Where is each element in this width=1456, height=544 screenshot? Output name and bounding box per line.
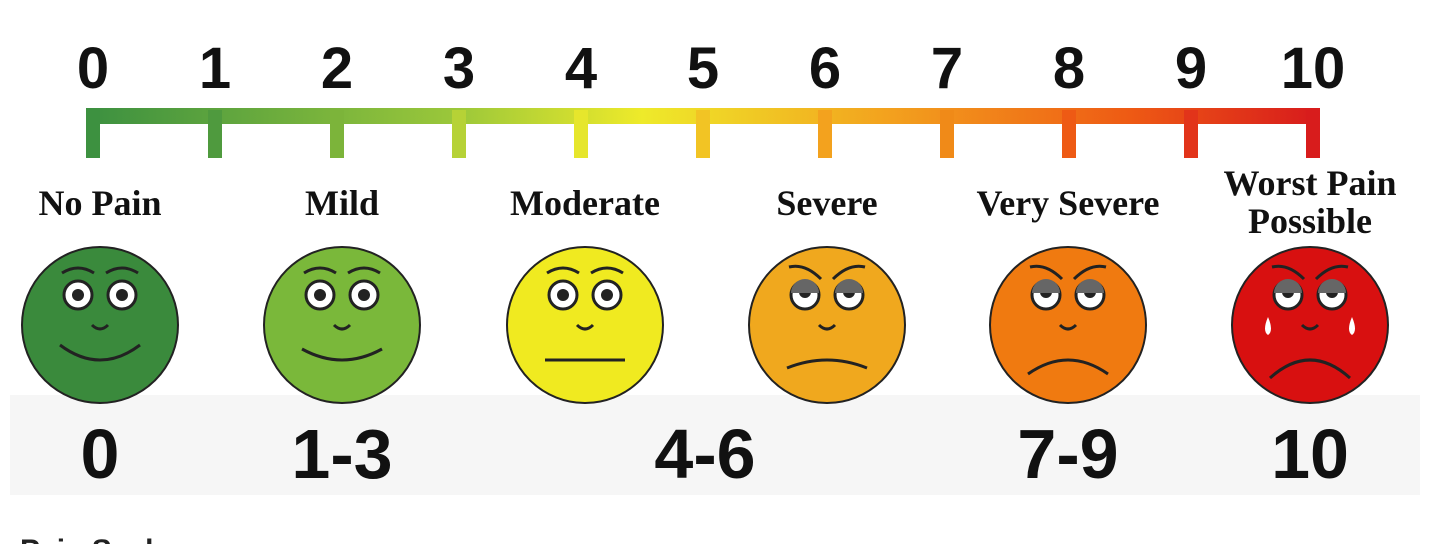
brow <box>1072 264 1107 281</box>
range-label: 4-6 <box>654 415 755 493</box>
brow <box>61 266 95 275</box>
scale-tick <box>86 110 100 158</box>
mouth <box>59 343 141 362</box>
face-circle <box>21 246 179 404</box>
pupil <box>72 289 84 301</box>
face-circle <box>748 246 906 404</box>
brow <box>105 266 139 275</box>
eyelid <box>835 279 863 293</box>
eyelid <box>1032 279 1060 293</box>
pupil <box>314 289 326 301</box>
mouth <box>1027 358 1109 376</box>
nose <box>90 323 110 331</box>
brow <box>347 266 381 275</box>
brow <box>788 264 823 281</box>
face-label: Possible <box>1248 201 1372 241</box>
tear <box>1265 317 1271 335</box>
scale-number: 5 <box>687 36 719 101</box>
mouth <box>1268 358 1352 380</box>
brow <box>303 266 337 275</box>
scale-tick <box>1062 110 1076 158</box>
face <box>989 246 1147 404</box>
scale-number: 2 <box>321 36 353 101</box>
eyelid <box>1274 279 1302 293</box>
face-label: Very Severe <box>977 183 1160 223</box>
scale-tick <box>574 110 588 158</box>
brow <box>1271 264 1306 281</box>
brow <box>1029 264 1064 281</box>
brow <box>590 266 624 275</box>
tear <box>1349 317 1355 335</box>
face-label: Moderate <box>510 183 660 223</box>
scale-number: 4 <box>565 36 597 101</box>
brow <box>546 266 580 275</box>
mouth <box>301 347 383 362</box>
face <box>1231 246 1389 404</box>
face-circle <box>506 246 664 404</box>
pupil <box>358 289 370 301</box>
face-label: Worst Pain <box>1223 163 1396 203</box>
nose <box>1058 323 1078 331</box>
face-circle <box>263 246 421 404</box>
scale-number: 0 <box>77 36 109 101</box>
pupil <box>116 289 128 301</box>
nose <box>817 323 837 331</box>
scale-number: 3 <box>443 36 475 101</box>
range-label: 7-9 <box>1017 415 1118 493</box>
scale-number: 7 <box>931 36 963 101</box>
scale-tick <box>1306 110 1320 158</box>
face <box>21 246 179 404</box>
pupil <box>601 289 613 301</box>
scale-tick <box>208 110 222 158</box>
brow <box>1314 264 1349 281</box>
nose <box>1300 323 1320 331</box>
scale-tick <box>696 110 710 158</box>
caption: Pain Scale <box>20 534 170 544</box>
eyelid <box>1318 279 1346 293</box>
scale-tick <box>452 110 466 158</box>
eyelid <box>791 279 819 293</box>
face-label: Severe <box>776 183 877 223</box>
brow <box>831 264 866 281</box>
scale-number: 6 <box>809 36 841 101</box>
scale-number: 8 <box>1053 36 1085 101</box>
range-label: 10 <box>1271 415 1349 493</box>
nose <box>575 323 595 331</box>
face <box>263 246 421 404</box>
eyelid <box>1076 279 1104 293</box>
range-band <box>10 395 1420 495</box>
pupil <box>557 289 569 301</box>
face-circle <box>989 246 1147 404</box>
nose <box>332 323 352 331</box>
scale-number: 10 <box>1281 36 1346 101</box>
face-label: Mild <box>305 183 379 223</box>
scale-tick <box>1184 110 1198 158</box>
face-circle <box>1231 246 1389 404</box>
range-label: 0 <box>81 415 120 493</box>
scale-tick <box>330 110 344 158</box>
scale-tick <box>818 110 832 158</box>
scale-tick <box>940 110 954 158</box>
face <box>506 246 664 404</box>
mouth <box>786 358 868 370</box>
range-label: 1-3 <box>291 415 392 493</box>
scale-number: 1 <box>199 36 231 101</box>
face-label: No Pain <box>38 183 161 223</box>
scale-number: 9 <box>1175 36 1207 101</box>
face <box>748 246 906 404</box>
